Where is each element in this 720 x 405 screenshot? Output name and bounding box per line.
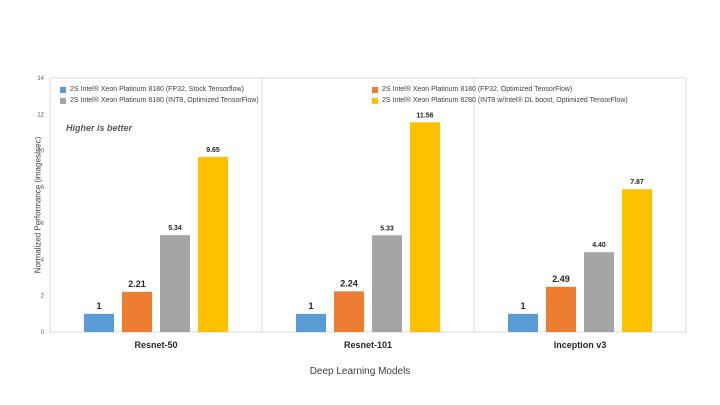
bar (584, 252, 614, 332)
legend-label: 2S Intel® Xeon Platinum 8180 (FP32, Opti… (382, 86, 573, 93)
legend-item-stock-fp32: 2S Intel® Xeon Platinum 8180 (FP32, Stoc… (60, 86, 244, 93)
data-label: 9.65 (206, 147, 220, 154)
legend-swatch-blue (60, 86, 66, 93)
data-label: 2.21 (128, 279, 146, 289)
bar (198, 156, 228, 332)
data-label: 2.49 (552, 274, 570, 284)
legend-swatch-yellow (372, 97, 378, 104)
bar (372, 235, 402, 332)
x-tick-label: Inception v3 (554, 340, 607, 350)
bar (546, 286, 576, 332)
x-axis-label: Deep Learning Models (309, 366, 411, 377)
data-label: 1 (520, 301, 525, 311)
legend-item-optimized-int8: 2S Intel® Xeon Platinum 8180 (INT8, Opti… (60, 97, 259, 104)
y-tick-label: 14 (37, 76, 44, 82)
data-label: 1 (96, 301, 101, 311)
higher-is-better-note: Higher is better (66, 123, 133, 133)
data-label: 11.56 (416, 112, 433, 119)
y-tick-label: 12 (37, 112, 44, 118)
bar (84, 313, 114, 332)
y-tick-label: 8 (41, 185, 45, 191)
bar (410, 122, 440, 332)
legend-item-dl-boost-int8: 2S Intel® Xeon Platinum 8280 (INT8 w/Int… (372, 97, 628, 104)
legend-label: 2S Intel® Xeon Platinum 8180 (FP32, Stoc… (70, 86, 244, 93)
bar (334, 291, 364, 332)
data-label: 1 (308, 301, 313, 311)
x-tick-label: Resnet-101 (344, 340, 392, 350)
plot-area-border (49, 77, 687, 333)
legend-swatch-orange (372, 86, 378, 93)
bar (122, 291, 152, 332)
legend-label: 2S Intel® Xeon Platinum 8280 (INT8 w/Int… (382, 97, 628, 104)
legend-label: 2S Intel® Xeon Platinum 8180 (INT8, Opti… (70, 97, 259, 104)
y-axis-label: Normalized Performance (images/sec) (33, 136, 43, 274)
data-label: 7.87 (630, 179, 644, 186)
bar (296, 313, 326, 332)
bar (622, 189, 652, 332)
legend-item-optimized-fp32: 2S Intel® Xeon Platinum 8180 (FP32, Opti… (372, 86, 572, 93)
bar (160, 235, 190, 332)
y-tick-label: 2 (41, 294, 45, 300)
data-label: 4.40 (592, 242, 606, 249)
data-label: 5.33 (380, 225, 394, 232)
data-label: 2.24 (340, 278, 358, 288)
bar (508, 313, 538, 332)
y-tick-label: 0 (41, 330, 45, 336)
legend-swatch-gray (60, 97, 66, 104)
x-tick-label: Resnet-50 (134, 340, 177, 350)
y-tick-label: 10 (37, 149, 44, 155)
y-tick-label: 4 (41, 257, 45, 263)
y-tick-label: 6 (41, 221, 45, 227)
data-label: 5.34 (168, 225, 182, 232)
